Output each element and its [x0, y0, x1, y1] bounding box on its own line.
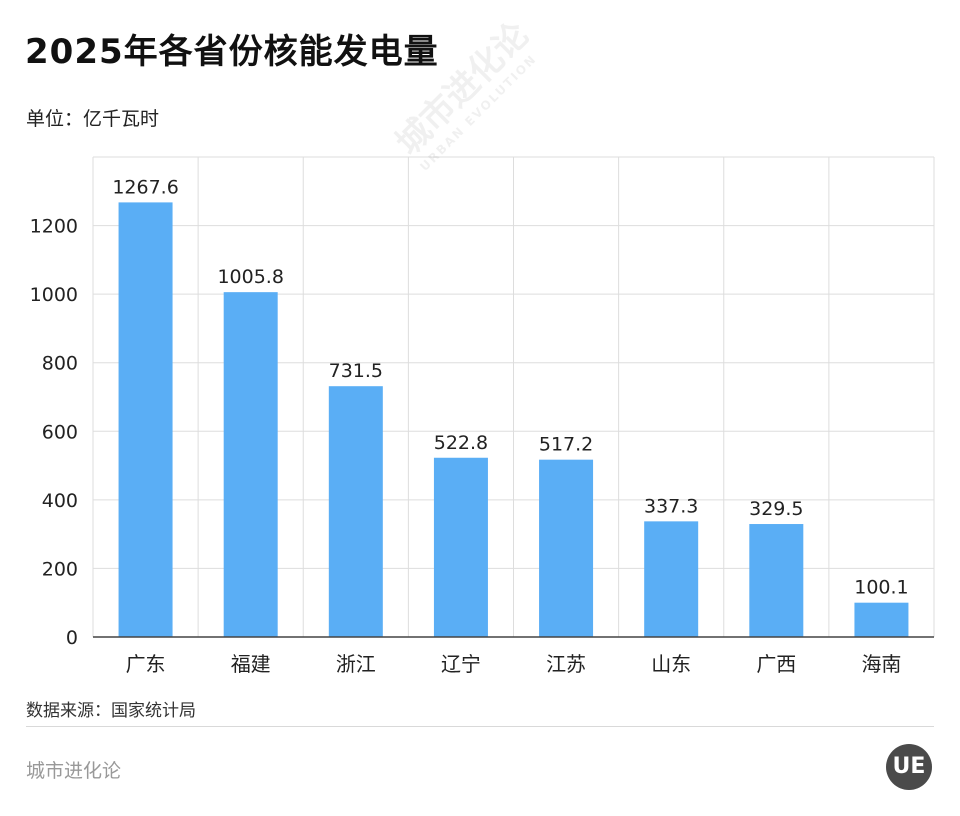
x-axis-ticks: 广东 福建 浙江 辽宁 江苏 山东 广西 海南	[126, 652, 902, 676]
x-tick-label: 江苏	[546, 652, 586, 676]
x-tick-label: 广东	[126, 652, 166, 676]
x-tick-label: 辽宁	[441, 652, 481, 676]
bar	[433, 457, 488, 637]
y-tick-label: 1200	[30, 216, 78, 238]
brand-logo: UE	[886, 744, 932, 790]
brand-name: 城市进化论	[26, 760, 122, 782]
chart-title: 2025年各省份核能发电量	[25, 32, 439, 72]
data-source: 数据来源：国家统计局	[26, 701, 196, 721]
unit-label: 单位：亿千瓦时	[26, 108, 160, 130]
bar	[749, 524, 804, 637]
data-label: 329.5	[749, 498, 803, 520]
divider	[26, 726, 934, 727]
data-label: 337.3	[644, 495, 698, 517]
x-tick-label: 海南	[861, 652, 901, 676]
y-tick-label: 400	[42, 490, 78, 512]
data-label: 522.8	[434, 432, 488, 454]
bar	[118, 202, 173, 637]
y-tick-label: 200	[42, 558, 78, 580]
data-label: 517.2	[539, 434, 593, 456]
x-tick-label: 福建	[231, 652, 271, 676]
bars	[118, 202, 909, 637]
x-tick-label: 浙江	[336, 652, 376, 676]
bar	[328, 386, 383, 637]
data-label: 731.5	[329, 360, 383, 382]
y-tick-label: 1000	[30, 284, 78, 306]
y-axis-ticks: 0 200 400 600 800 1000 1200	[30, 216, 78, 649]
y-tick-label: 800	[42, 353, 78, 375]
data-label: 1005.8	[217, 266, 283, 288]
data-label: 1267.6	[112, 176, 178, 198]
bar	[223, 292, 278, 637]
bar	[539, 459, 594, 637]
bar	[854, 602, 909, 637]
x-tick-label: 广西	[756, 652, 796, 676]
bar	[644, 521, 699, 637]
grid-lines	[92, 156, 935, 637]
data-labels: 1267.6 1005.8 731.5 522.8 517.2 337.3 329.5 100…	[112, 176, 908, 598]
x-tick-label: 山东	[651, 652, 691, 676]
y-tick-label: 600	[42, 421, 78, 443]
y-tick-label: 0	[66, 627, 78, 649]
data-label: 100.1	[854, 577, 908, 599]
